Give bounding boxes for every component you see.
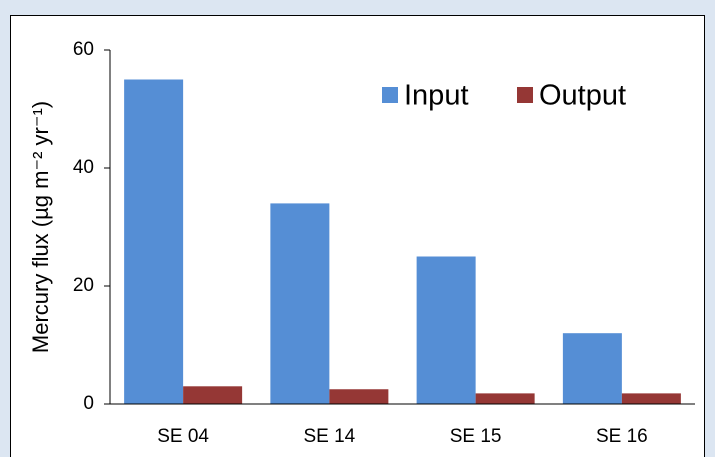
- y-tick-label: 0: [83, 393, 94, 414]
- bar: [562, 333, 622, 404]
- bar: [621, 393, 681, 404]
- bar: [270, 203, 330, 404]
- y-tick-label: 60: [73, 39, 94, 60]
- bar: [475, 393, 535, 404]
- legend-swatch: [382, 87, 398, 103]
- legend-swatch: [517, 87, 533, 103]
- bar: [329, 389, 389, 404]
- x-tick-label: SE 15: [450, 426, 502, 447]
- x-tick-label: SE 14: [303, 426, 355, 447]
- bar: [416, 256, 476, 404]
- y-tick-label: 40: [73, 157, 94, 178]
- bar: [183, 386, 243, 404]
- bar: [124, 79, 184, 404]
- legend-label: Output: [539, 80, 626, 112]
- legend-label: Input: [404, 80, 469, 112]
- x-tick-label: SE 04: [157, 426, 209, 447]
- x-tick-label: SE 16: [596, 426, 648, 447]
- y-axis-label: Mercury flux (µg m⁻² yr⁻¹): [28, 101, 53, 353]
- y-tick-label: 20: [73, 275, 94, 296]
